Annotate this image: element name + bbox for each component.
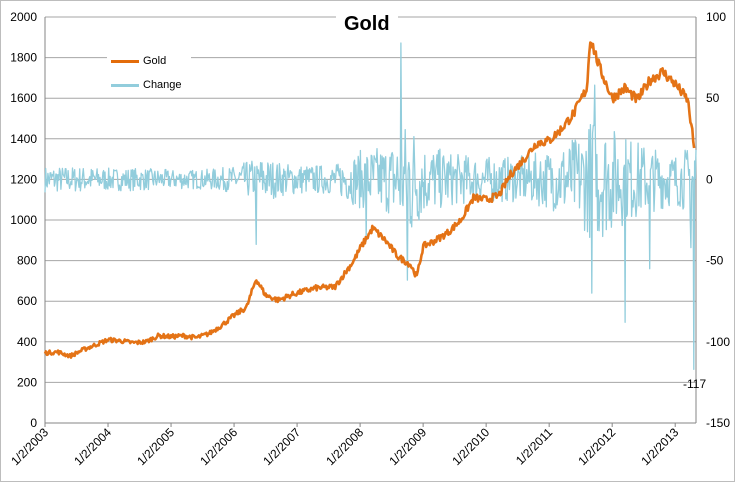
y-left-tick-label: 1800: [10, 51, 37, 65]
y-left-tick-label: 1200: [10, 172, 37, 186]
y-left-tick-label: 600: [17, 294, 37, 308]
series-line-change: [44, 42, 697, 371]
x-tick-label: 1/2/2005: [134, 425, 177, 468]
x-tick-label: 1/2/2011: [513, 425, 556, 468]
series-line-gold: [43, 41, 696, 359]
x-tick-label: 1/2/2008: [323, 425, 366, 468]
y-left-tick-label: 1400: [10, 132, 37, 146]
chart-legend: Gold Change: [107, 49, 191, 97]
x-tick-label: 1/2/2006: [197, 425, 240, 468]
legend-label-change: Change: [143, 79, 182, 91]
y-left-tick-label: 400: [17, 335, 37, 349]
y-left-tick-label: 1000: [10, 213, 37, 227]
x-tick-label: 1/2/2007: [260, 425, 303, 468]
annotation-min-change: -117: [683, 377, 707, 391]
y-right-tick-label: -50: [706, 254, 724, 268]
y-left-tick-label: 1600: [10, 91, 37, 105]
x-tick-label: 1/2/2013: [638, 425, 681, 468]
y-left-tick-label: 0: [30, 416, 37, 430]
y-right-tick-label: 100: [706, 10, 726, 24]
y-left-tick-label: 800: [17, 254, 37, 268]
x-tick-label: 1/2/2004: [71, 425, 114, 468]
x-tick-label: 1/2/2012: [575, 425, 618, 468]
x-tick-label: 1/2/2009: [386, 425, 429, 468]
x-tick-label: 1/2/2003: [8, 425, 51, 468]
chart-title: Gold: [336, 11, 398, 38]
y-right-tick-label: -100: [706, 335, 730, 349]
legend-label-gold: Gold: [143, 55, 167, 67]
legend-swatch-change: [111, 83, 139, 87]
x-tick-label: 1/2/2010: [449, 425, 492, 468]
y-left-tick-label: 2000: [10, 10, 37, 24]
y-right-tick-label: -150: [706, 416, 730, 430]
legend-swatch-gold: [111, 59, 139, 63]
legend-item-gold: Gold: [111, 55, 166, 67]
y-right-tick-label: 0: [706, 172, 713, 186]
legend-item-change: Change: [111, 79, 182, 91]
y-left-tick-label: 200: [17, 375, 37, 389]
y-right-tick-label: 50: [706, 91, 720, 105]
